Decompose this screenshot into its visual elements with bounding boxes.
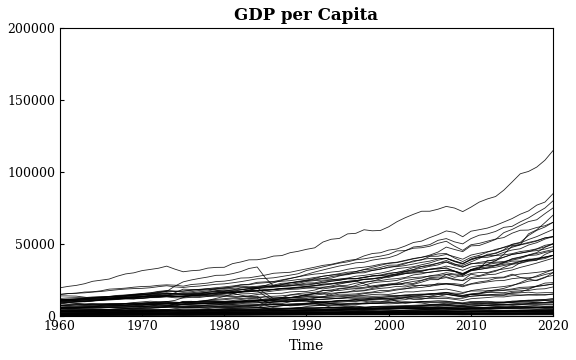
- Title: GDP per Capita: GDP per Capita: [234, 7, 378, 24]
- X-axis label: Time: Time: [289, 339, 324, 353]
